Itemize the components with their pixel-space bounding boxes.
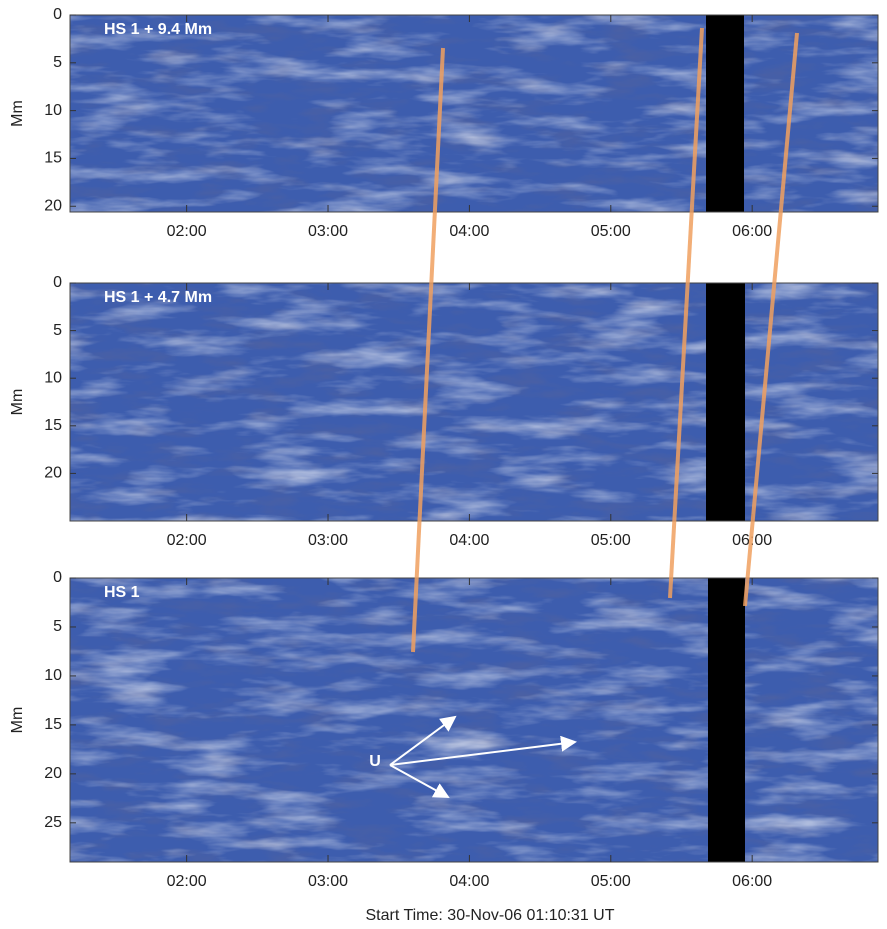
track-line: [411, 47, 445, 653]
data-gap: [706, 283, 745, 521]
y-tick-label: 25: [44, 814, 62, 831]
data-gap: [708, 578, 745, 862]
y-tick-label: 15: [44, 716, 62, 733]
x-tick-label: 04:00: [449, 532, 489, 549]
frame: [69, 14, 879, 213]
y-tick-label: 5: [53, 618, 62, 635]
y-axis-label: Mm: [9, 100, 26, 127]
x-tick-label: 05:00: [591, 873, 631, 890]
image-texture: [70, 15, 878, 212]
track-line: [743, 32, 799, 607]
x-tick-label: 02:00: [167, 532, 207, 549]
y-tick-label: 5: [53, 54, 62, 71]
y-axis-label: Mm: [9, 389, 26, 416]
y-tick-label: 0: [53, 569, 62, 586]
y-tick-label: 10: [44, 369, 62, 386]
arrow: [389, 715, 457, 766]
x-tick-label: 03:00: [308, 873, 348, 890]
image-texture: [70, 578, 878, 862]
y-tick-label: 10: [44, 102, 62, 119]
y-tick-label: 15: [44, 150, 62, 167]
annotation: U: [369, 753, 381, 770]
overlay: U: [369, 27, 799, 798]
data-gap: [706, 15, 744, 212]
x-tick-label: 02:00: [167, 873, 207, 890]
x-tick-label: 04:00: [449, 873, 489, 890]
x-tick-label: 02:00: [167, 223, 207, 240]
y-tick-label: 10: [44, 667, 62, 684]
y-tick-label: 20: [44, 765, 62, 782]
y-tick-label: 0: [53, 274, 62, 291]
frame: [69, 577, 879, 863]
y-tick-label: 15: [44, 417, 62, 434]
x-tick-label: 05:00: [591, 532, 631, 549]
arrow: [389, 735, 577, 766]
y-tick-label: 20: [44, 197, 62, 214]
x-tick-label: 03:00: [308, 223, 348, 240]
x-tick-label: 03:00: [308, 532, 348, 549]
x-tick-label: 06:00: [732, 223, 772, 240]
x-tick-label: 05:00: [591, 223, 631, 240]
y-tick-label: 0: [53, 6, 62, 23]
y-tick-label: 5: [53, 322, 62, 339]
track-line: [668, 27, 704, 599]
panel-label: HS 1 + 9.4 Mm: [104, 21, 212, 38]
panel-label: HS 1: [104, 584, 140, 601]
arrow: [389, 764, 450, 798]
frame: [69, 282, 879, 522]
footer: Start Time: 30-Nov-06 01:10:31 UT: [366, 907, 615, 924]
x-tick-label: 06:00: [732, 873, 772, 890]
panel-label: HS 1 + 4.7 Mm: [104, 289, 212, 306]
x-tick-label: 04:00: [449, 223, 489, 240]
y-tick-label: 20: [44, 465, 62, 482]
y-axis-label: Mm: [9, 707, 26, 734]
